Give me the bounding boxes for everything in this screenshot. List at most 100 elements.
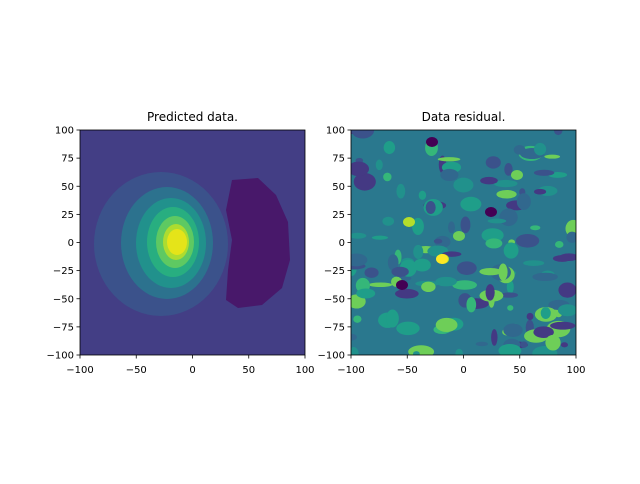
- chart-title: Data residual.: [422, 110, 506, 124]
- contour-region: [479, 267, 502, 276]
- contour-region: [413, 258, 431, 272]
- x-tick-label: 50: [513, 365, 526, 376]
- contour-region: [498, 343, 522, 355]
- contour-region: [351, 232, 367, 239]
- x-tick-label: 50: [242, 365, 255, 376]
- contour-region: [456, 261, 477, 275]
- x-tick-label: 100: [566, 365, 585, 376]
- contour-region: [498, 263, 508, 281]
- contour-region: [533, 169, 555, 176]
- y-tick-label: −100: [318, 351, 345, 362]
- x-tick-label: 0: [189, 365, 195, 376]
- contour-region: [466, 297, 477, 313]
- contour-region: [540, 307, 551, 319]
- contour-region: [520, 341, 528, 348]
- x-tick-label: 100: [295, 365, 314, 376]
- x-tick-label: −100: [66, 365, 93, 376]
- x-tick-label: −50: [397, 365, 418, 376]
- contour-region: [487, 218, 507, 224]
- contour-region: [226, 178, 290, 308]
- contour-region: [387, 254, 399, 271]
- contour-region: [413, 244, 424, 259]
- contour-region: [532, 272, 558, 282]
- contour-region: [534, 142, 547, 156]
- y-tick-label: 25: [61, 210, 74, 221]
- contour-region: [167, 229, 187, 255]
- contour-region: [383, 172, 392, 182]
- contour-field: [80, 130, 305, 355]
- contour-region: [503, 242, 519, 259]
- contour-region: [515, 233, 540, 248]
- contour-region: [382, 216, 395, 226]
- contour-region: [435, 317, 458, 333]
- contour-region: [435, 276, 457, 287]
- contour-region: [395, 288, 419, 299]
- contour-region: [503, 323, 523, 338]
- contour-region: [550, 321, 576, 330]
- contour-region: [351, 347, 359, 355]
- contour-region: [408, 345, 435, 355]
- contour-region: [491, 329, 498, 346]
- contour-region: [351, 253, 368, 267]
- contour-region: [480, 176, 498, 185]
- contour-region: [413, 351, 420, 355]
- y-tick-label: −50: [324, 294, 345, 305]
- contour-region: [364, 267, 379, 278]
- y-tick-label: 50: [332, 182, 345, 193]
- y-tick-label: 75: [332, 154, 345, 165]
- contour-region: [460, 196, 482, 212]
- contour-region: [353, 172, 376, 191]
- contour-region: [507, 305, 514, 311]
- contour-region: [453, 231, 465, 241]
- contour-region: [557, 304, 576, 317]
- chart-title: Predicted data.: [147, 110, 238, 124]
- contour-region: [403, 217, 415, 227]
- contour-region: [455, 348, 463, 355]
- contour-region: [386, 309, 399, 328]
- contour-region: [453, 177, 474, 193]
- contour-region: [452, 280, 478, 290]
- contour-region: [351, 333, 357, 341]
- contour-region: [460, 216, 471, 234]
- y-tick-label: 100: [55, 126, 74, 137]
- contour-region: [485, 207, 497, 217]
- contour-region: [383, 141, 396, 155]
- contour-region: [493, 179, 518, 188]
- y-tick-label: −75: [53, 322, 74, 333]
- contour-region: [511, 170, 523, 180]
- contour-region: [351, 130, 375, 139]
- contour-region: [356, 288, 376, 299]
- contour-region: [437, 157, 461, 162]
- contour-region: [396, 280, 408, 290]
- contour-region: [475, 341, 488, 347]
- y-tick-label: 0: [68, 238, 74, 249]
- contour-region: [523, 260, 545, 267]
- x-tick-label: 0: [460, 365, 466, 376]
- contour-region: [485, 284, 495, 301]
- x-tick-label: −100: [337, 365, 364, 376]
- contour-region: [421, 281, 436, 293]
- contour-region: [530, 225, 541, 231]
- contour-region: [499, 208, 518, 227]
- y-tick-label: 75: [61, 154, 74, 165]
- contour-region: [436, 254, 448, 264]
- contour-region: [553, 130, 563, 136]
- contour-region: [448, 221, 455, 234]
- contour-region: [545, 334, 561, 351]
- x-tick-label: −50: [126, 365, 147, 376]
- contour-region: [516, 193, 531, 210]
- contour-region: [371, 235, 389, 240]
- contour-region: [353, 315, 362, 323]
- contour-region: [560, 342, 569, 348]
- contour-region: [426, 137, 438, 147]
- contour-region: [496, 189, 517, 199]
- contour-region: [485, 156, 501, 169]
- contour-region: [552, 255, 572, 262]
- contour-region: [481, 228, 504, 243]
- contour-region: [558, 282, 576, 298]
- contour-region: [351, 161, 370, 177]
- contour-region: [375, 159, 383, 171]
- y-tick-label: 50: [61, 182, 74, 193]
- y-tick-label: 25: [332, 210, 345, 221]
